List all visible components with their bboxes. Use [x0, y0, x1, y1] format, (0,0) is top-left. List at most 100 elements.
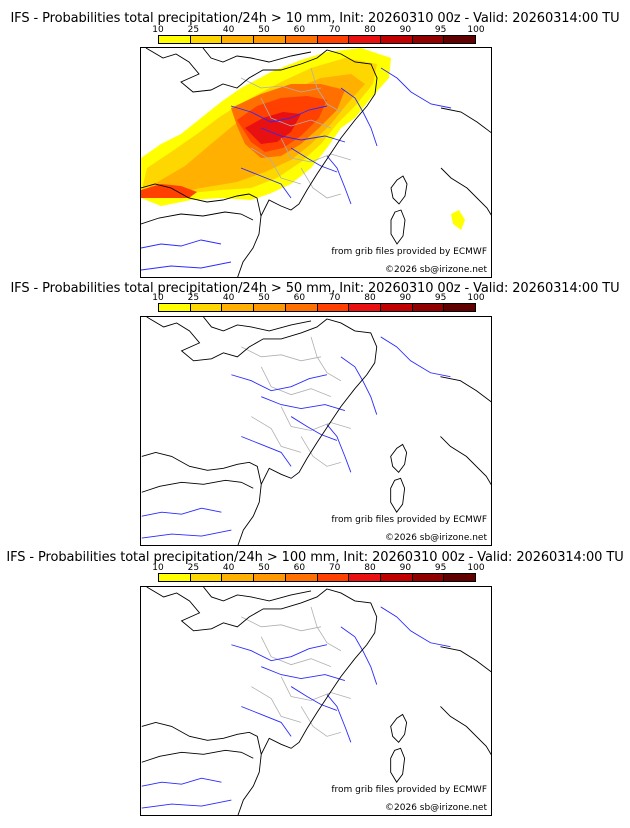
colorbar-tick-label: 95	[434, 293, 447, 303]
colorbar-segment	[317, 304, 350, 311]
colorbar-segment	[349, 36, 381, 43]
panel-title: IFS - Probabilities total precipitation/…	[10, 281, 620, 296]
river	[241, 706, 292, 737]
river	[290, 416, 338, 441]
colorbar-tick-label: 10	[152, 25, 164, 35]
colorbar-segment	[285, 36, 318, 43]
colorbar-tick-label: 90	[399, 25, 412, 35]
river	[231, 644, 328, 662]
source-credit: from grib files provided by ECMWF	[331, 515, 487, 525]
region-boundary	[260, 636, 332, 668]
river	[380, 67, 452, 109]
map: from grib files provided by ECMWF ©2026 …	[140, 47, 492, 278]
coastline-spain	[141, 211, 254, 225]
coastline-italy	[440, 376, 491, 486]
map-canvas	[141, 317, 491, 545]
river	[290, 147, 338, 173]
colorbar-tick-label: 25	[187, 563, 200, 573]
river	[340, 626, 378, 685]
river	[326, 694, 352, 743]
precip-area-80	[245, 112, 301, 144]
island-corsica	[390, 713, 408, 744]
colorbar-segment	[159, 574, 191, 581]
river	[141, 777, 222, 787]
colorbar-segment	[159, 36, 191, 43]
colorbar-segment	[285, 574, 318, 581]
river	[231, 374, 328, 392]
river	[326, 424, 352, 473]
region-boundary	[310, 336, 342, 382]
colorbar-segment	[222, 36, 255, 43]
region-boundary	[241, 346, 322, 362]
river	[240, 167, 292, 199]
colorbar-tick-label: 80	[364, 25, 376, 35]
colorbar-segment	[380, 304, 413, 311]
coastline-england	[203, 317, 312, 332]
colorbar-segment	[412, 574, 445, 581]
source-credit: from grib files provided by ECMWF	[331, 785, 487, 795]
region-boundary	[240, 77, 322, 93]
river	[261, 666, 346, 682]
colorbar-segment	[349, 304, 381, 311]
colorbar	[158, 573, 476, 582]
island-sardinia	[390, 477, 406, 513]
colorbar-tick-label: 60	[293, 25, 306, 35]
coastline-italy	[440, 646, 491, 756]
colorbar-tick-label: 90	[399, 293, 412, 303]
colorbar-tick-label: 40	[222, 293, 235, 303]
colorbar-segment	[159, 304, 191, 311]
colorbar-segment	[412, 36, 445, 43]
region-boundary	[310, 606, 342, 652]
region-boundary	[250, 147, 302, 185]
river	[260, 127, 346, 143]
copyright: ©2026 sb@irizone.net	[385, 803, 487, 813]
colorbar-tick-label: 25	[187, 293, 200, 303]
colorbar-tick-label: 50	[258, 25, 270, 35]
colorbar-tick-label: 25	[187, 25, 200, 35]
coastline-italy	[440, 107, 491, 216]
river	[141, 799, 232, 809]
copyright: ©2026 sb@irizone.net	[385, 533, 487, 543]
colorbar-tick-labels: 10 25 40 50 60 70 80 90 95 100	[140, 293, 500, 303]
panel-100mm: IFS - Probabilities total precipitation/…	[0, 546, 630, 826]
river	[290, 686, 338, 711]
panel-50mm: IFS - Probabilities total precipitation/…	[0, 276, 630, 546]
colorbar-tick-labels: 10 25 40 50 60 70 80 90 95 100	[140, 563, 500, 573]
colorbar-tick-label: 100	[467, 563, 485, 573]
colorbar-segment	[444, 574, 476, 581]
source-credit: from grib files provided by ECMWF	[331, 247, 487, 257]
river	[230, 105, 328, 123]
colorbar-segment	[317, 574, 350, 581]
colorbar-segment	[380, 574, 413, 581]
colorbar-tick-label: 70	[328, 293, 341, 303]
region-boundary	[251, 686, 302, 723]
colorbar-tick-label: 95	[434, 25, 447, 35]
colorbar	[158, 303, 476, 312]
river	[340, 87, 378, 147]
region-boundary	[300, 436, 342, 467]
river	[141, 239, 222, 249]
map: from grib files provided by ECMWF ©2026 …	[140, 586, 492, 816]
region-boundary	[260, 97, 332, 129]
map: from grib files provided by ECMWF ©2026 …	[140, 316, 492, 546]
colorbar-tick-label: 80	[364, 293, 376, 303]
colorbar-tick-label: 10	[152, 293, 164, 303]
colorbar-segment	[317, 36, 350, 43]
coastline-france	[141, 317, 378, 545]
region-boundary	[280, 676, 351, 701]
colorbar-tick-label: 50	[258, 563, 270, 573]
river	[141, 261, 232, 271]
colorbar-segment	[222, 574, 255, 581]
colorbar-tick-label: 40	[222, 25, 235, 35]
colorbar-tick-label: 70	[328, 25, 341, 35]
region-boundary	[280, 406, 351, 431]
colorbar-segment	[222, 304, 255, 311]
copyright: ©2026 sb@irizone.net	[385, 265, 487, 275]
colorbar-tick-label: 100	[467, 293, 485, 303]
island-sardinia	[390, 747, 406, 783]
colorbar-segment	[190, 36, 223, 43]
colorbar-tick-label: 10	[152, 563, 164, 573]
region-boundary	[251, 416, 302, 453]
colorbar-segment	[412, 304, 445, 311]
river	[380, 606, 451, 648]
